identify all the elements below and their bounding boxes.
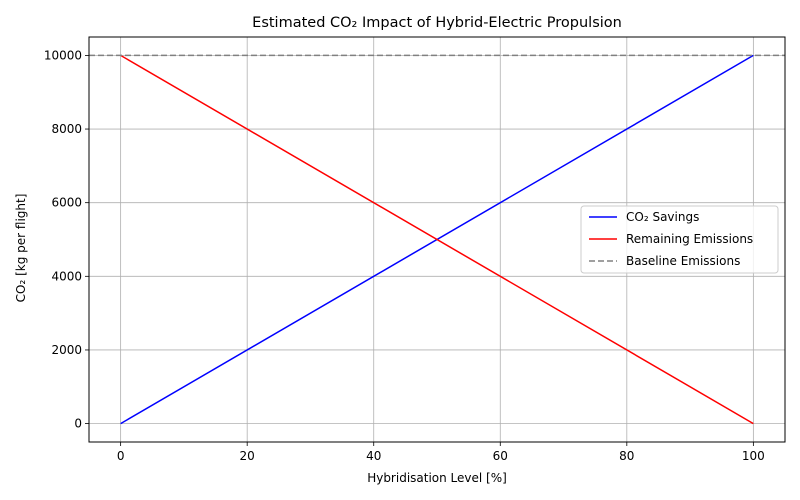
x-tick-label: 60 xyxy=(493,449,508,463)
y-tick-label: 8000 xyxy=(51,122,82,136)
plot-area xyxy=(89,54,785,425)
y-axis-label: CO₂ [kg per flight] xyxy=(14,194,28,303)
y-tick-label: 10000 xyxy=(44,48,82,62)
legend-entry: Remaining Emissions xyxy=(626,232,753,246)
legend-entry: Baseline Emissions xyxy=(626,254,740,268)
x-tick-label: 100 xyxy=(742,449,765,463)
y-tick-label: 0 xyxy=(74,417,82,431)
x-axis: 0 20 40 60 80 100 xyxy=(117,442,765,463)
x-tick-label: 0 xyxy=(117,449,125,463)
legend-box xyxy=(580,205,779,274)
y-axis: 0 2000 4000 6000 8000 10000 xyxy=(44,48,89,431)
y-tick-label: 2000 xyxy=(51,343,82,357)
x-axis-label: Hybridisation Level [%] xyxy=(367,471,507,485)
legend: CO₂ Savings Remaining Emissions Baseline E… xyxy=(580,205,779,274)
x-tick-label: 40 xyxy=(366,449,381,463)
x-tick-label: 80 xyxy=(619,449,634,463)
series-line-1 xyxy=(120,54,754,425)
y-tick-label: 4000 xyxy=(51,269,82,283)
plot-frame xyxy=(88,36,786,443)
x-tick-label: 20 xyxy=(240,449,255,463)
y-tick-label: 6000 xyxy=(51,196,82,210)
chart-title: Estimated CO₂ Impact of Hybrid-Electric … xyxy=(252,15,622,31)
legend-entry: CO₂ Savings xyxy=(626,210,699,224)
